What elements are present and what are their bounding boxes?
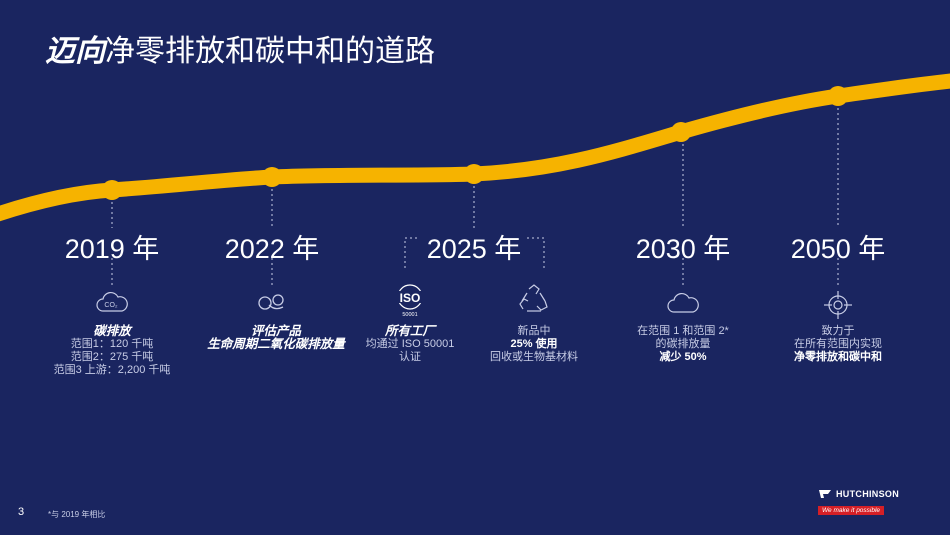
caption-2050: 致力于 在所有范围内实现 净零排放和碳中和	[794, 325, 882, 363]
iso-icon: ISO 50001	[391, 284, 429, 323]
timeline-curve	[0, 73, 950, 222]
recycle-icon	[517, 283, 551, 320]
target-icon	[823, 290, 853, 325]
caption-2030: 在范围 1 和范围 2* 的碳排放量 减少 50%	[637, 325, 729, 363]
co2-molecule-icon	[255, 291, 289, 318]
timeline-dot-2030	[671, 122, 691, 142]
caption-2019: 碳排放 范围1：120 千吨 范围2：275 千吨 范围3 上游：2,200 千…	[53, 324, 171, 377]
hutchinson-logo: HUTCHINSON We make it possible	[818, 489, 908, 517]
timeline-dot-2019	[102, 180, 122, 200]
page-number: 3	[18, 506, 25, 518]
timeline-dot-2025	[464, 164, 484, 184]
cloud-icon	[666, 291, 700, 320]
title-emphasis: 迈向	[45, 35, 105, 68]
title-rest: 净零排放和碳中和的道路	[105, 35, 435, 68]
footnote: *与 2019 年相比	[48, 510, 106, 519]
iso-number: 50001	[402, 312, 417, 318]
year-2019: 2019 年	[64, 234, 160, 264]
caption-2022: 评估产品 生命周期二氧化碳排放量	[207, 324, 345, 351]
year-2022: 2022 年	[224, 234, 320, 264]
caption-2025-factories: 所有工厂 均通过 ISO 50001 认证	[365, 324, 455, 364]
hutchinson-mark-icon	[819, 490, 831, 498]
year-2050: 2050 年	[790, 234, 886, 264]
timeline-dot-2050	[828, 86, 848, 106]
year-2025: 2025 年	[426, 234, 522, 264]
iso-label: ISO	[400, 291, 421, 305]
brand-name: HUTCHINSON	[836, 489, 899, 499]
co2-cloud-icon: CO₂	[95, 290, 129, 319]
timeline-dot-2022	[262, 167, 282, 187]
svg-text:CO₂: CO₂	[104, 302, 118, 309]
brand-tagline: We make it possible	[818, 506, 885, 515]
bracket-2025	[404, 237, 420, 268]
caption-2025-materials: 新品中 25% 使用 回收或生物基材料	[490, 325, 578, 363]
year-2030: 2030 年	[635, 234, 731, 264]
page-title: 迈向净零排放和碳中和的道路	[45, 26, 435, 70]
